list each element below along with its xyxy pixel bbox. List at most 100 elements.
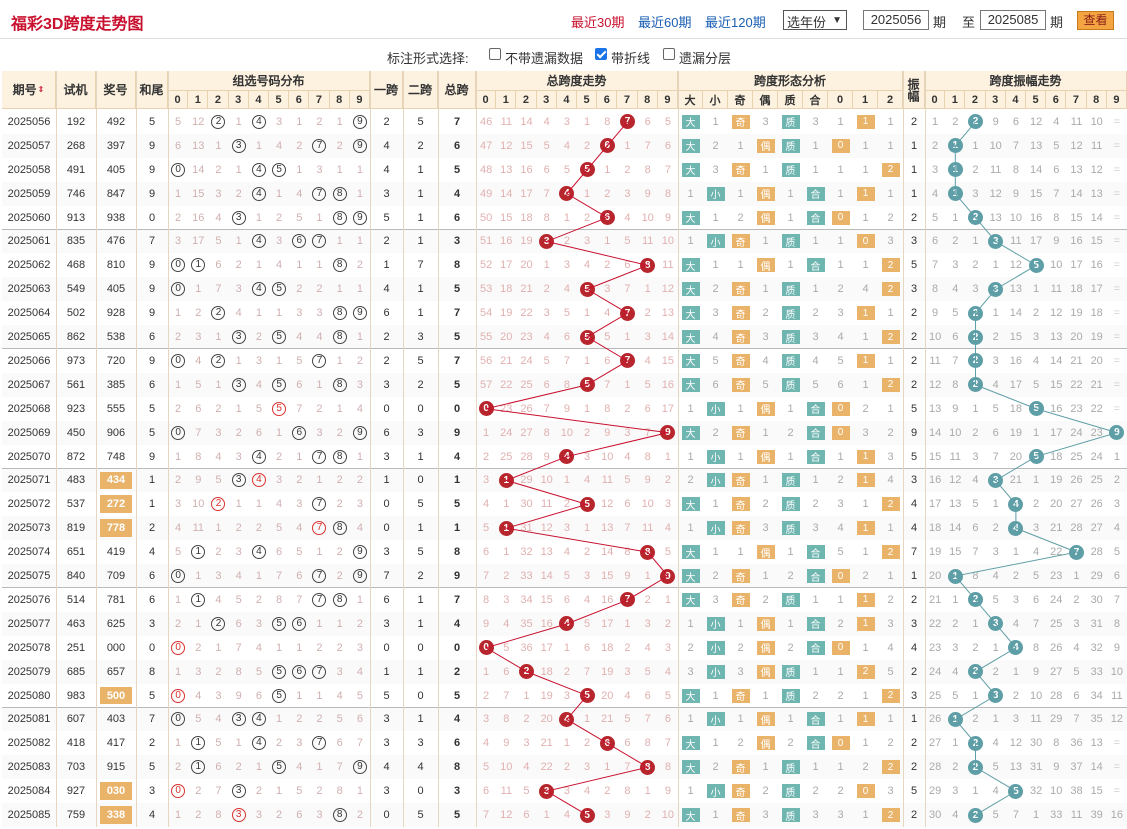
group-cell: 1 <box>235 402 242 415</box>
span1-cell: 4 <box>383 761 390 774</box>
amp-trend-cell: 6 <box>1012 115 1019 128</box>
trend-cell: 16 <box>601 593 614 606</box>
amp-trend-cell: 18 <box>1070 283 1083 296</box>
from-issue-input[interactable]: 2025056 <box>863 10 929 30</box>
trend-cell: 30 <box>520 498 533 511</box>
shape-cell: 奇 <box>728 110 753 134</box>
shape-cell: 4 <box>712 331 719 344</box>
shape-cell: 1 <box>687 785 694 798</box>
amp-cell: 3 <box>910 474 918 487</box>
col-header-span2: 二跨 <box>403 71 438 109</box>
span2-cell: 1 <box>417 593 424 606</box>
period-30-link[interactable]: 最近30期 <box>571 15 625 30</box>
group-cell: 1 <box>276 785 283 798</box>
group-cell: 4 <box>249 445 269 469</box>
span1-cell: 3 <box>383 713 390 726</box>
shape-mark: 质 <box>781 114 800 129</box>
option-no-omission-label[interactable]: 不带遗漏数据 <box>505 51 584 66</box>
trend-cell: 22 <box>520 307 533 320</box>
shape-cell: 3 <box>862 426 869 439</box>
trend-ball: 5 <box>579 688 595 704</box>
issue-cell: 2025077 <box>7 617 51 630</box>
shape-cell: 1 <box>887 354 894 367</box>
trend-ball: 7 <box>619 353 635 369</box>
amp-trend-cell: 2 <box>965 660 985 684</box>
shape-mark: 0 <box>831 736 850 751</box>
amp-trend-cell: 20 <box>1070 331 1083 344</box>
group-cell: 7 <box>309 588 329 612</box>
amp-ball: 2 <box>967 377 983 393</box>
checkbox-omission-layer[interactable] <box>663 48 675 60</box>
group-cell: 6 <box>289 660 309 684</box>
amp-cell: 4 <box>910 522 918 535</box>
column-divider <box>403 71 404 827</box>
trend-cell: 7 <box>543 402 550 415</box>
amp-trend-cell: 20 <box>1009 450 1023 463</box>
option-omission-layer-label[interactable]: 遗漏分层 <box>679 51 732 66</box>
amp-trend-cell: 7 <box>992 450 999 463</box>
shape-cell: 偶 <box>753 397 778 421</box>
amp-ball: 2 <box>967 353 983 369</box>
shape-cell: 1 <box>737 402 744 415</box>
amp-trend-cell: 2 <box>1033 307 1040 320</box>
trend-cell: 1 <box>563 737 570 750</box>
checkbox-no-omission[interactable] <box>489 48 501 60</box>
group-cell: 1 <box>316 617 323 630</box>
trend-cell: 1 <box>503 498 510 511</box>
shape-mark: 奇 <box>731 114 750 129</box>
shape-mark: 质 <box>781 688 800 703</box>
group-cell: 4 <box>175 522 182 535</box>
year-select[interactable]: 选年份 ▼ <box>783 10 847 30</box>
shape-cell: 奇 <box>728 803 753 827</box>
tail-cell: 0 <box>148 641 156 654</box>
amp-trend-cell: 11 <box>1111 689 1123 702</box>
trend-cell: 9 <box>644 187 651 200</box>
group-cell: 8 <box>330 253 350 277</box>
total-span-cell: 4 <box>453 187 461 200</box>
trend-digit-header-1: 1 <box>496 91 517 109</box>
shape-cell: 2 <box>878 325 903 349</box>
amp-trend-cell: 4 <box>1006 492 1026 516</box>
trend-cell: 4 <box>644 354 651 367</box>
shape-header-6: 0 <box>828 91 853 109</box>
group-cell: 2 <box>336 546 343 559</box>
tail-cell: 4 <box>148 546 156 559</box>
col-header-issue[interactable]: 期号 ⇕ <box>2 71 56 109</box>
trend-cell: 9 <box>658 564 678 588</box>
trend-cell: 2 <box>563 761 570 774</box>
tail-cell: 5 <box>148 402 156 415</box>
amp-cell: 5 <box>910 402 918 415</box>
shape-cell: 奇 <box>728 779 753 803</box>
shape-cell: 2 <box>862 570 869 583</box>
amp-trend-cell: 1 <box>972 235 979 248</box>
shape-cell: 1 <box>853 469 878 493</box>
group-cell: 7 <box>195 426 202 439</box>
group-cell: 3 <box>235 450 242 463</box>
tail-cell: 2 <box>148 522 156 535</box>
chevron-down-icon: ▼ <box>832 15 842 26</box>
tail-cell: 9 <box>148 307 156 320</box>
checkbox-with-polyline[interactable] <box>595 48 607 60</box>
trial-cell: 746 <box>66 187 86 200</box>
period-120-link[interactable]: 最近120期 <box>705 15 766 30</box>
trial-cell: 607 <box>66 713 86 726</box>
group-number-circle: 3 <box>231 330 246 345</box>
shape-cell: 1 <box>837 665 844 678</box>
sort-arrows-icon[interactable]: ⇕ <box>37 85 45 94</box>
trend-cell: 18 <box>540 665 553 678</box>
period-60-link[interactable]: 最近60期 <box>638 15 692 30</box>
span1-cell: 4 <box>383 163 390 176</box>
to-issue-input[interactable]: 2025085 <box>980 10 1046 30</box>
col-header-issue-label: 期号 <box>12 83 37 97</box>
shape-cell: 1 <box>887 139 894 152</box>
view-button[interactable]: 查看 <box>1077 11 1114 30</box>
option-polyline-label[interactable]: 带折线 <box>611 51 651 66</box>
group-cell: 3 <box>195 331 202 344</box>
amp-ball: 7 <box>1068 544 1084 560</box>
trend-cell: 5 <box>577 492 597 516</box>
span1-cell: 0 <box>383 498 390 511</box>
group-cell: 3 <box>229 469 249 493</box>
tail-cell: 4 <box>148 809 156 822</box>
amp-cell: 1 <box>910 163 918 176</box>
amp-trend-cell: 2 <box>992 665 999 678</box>
